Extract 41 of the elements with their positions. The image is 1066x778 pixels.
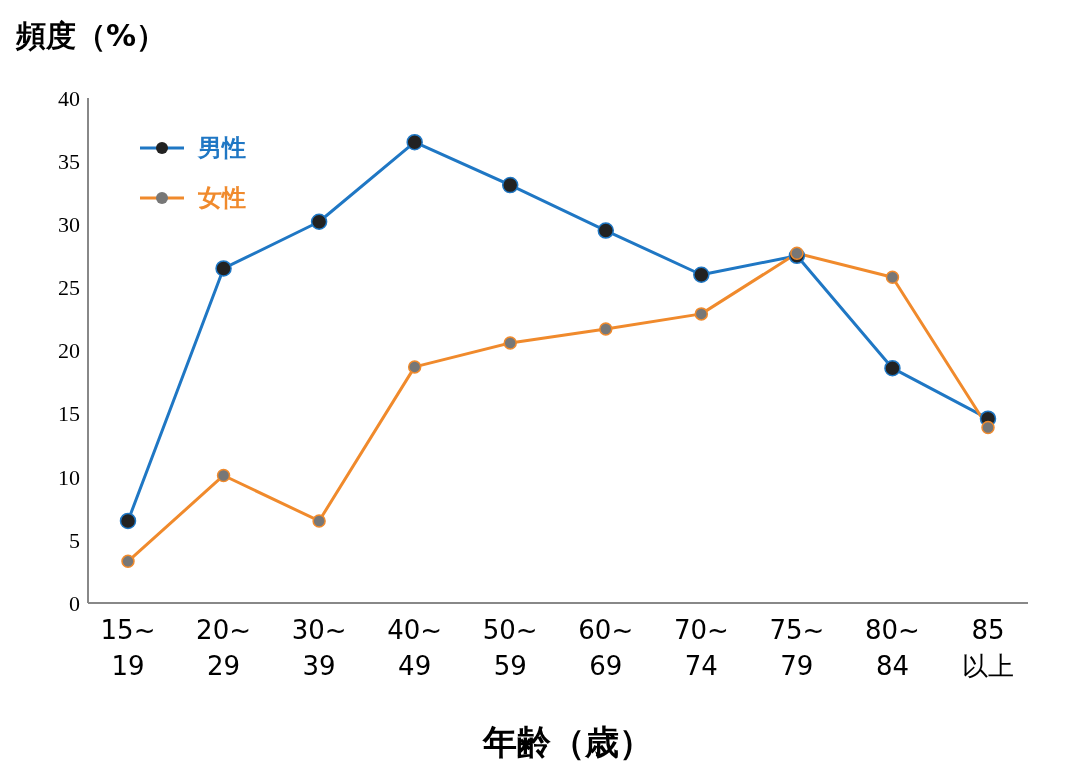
x-axis-title: 年齢（歳） (481, 721, 654, 764)
point (694, 307, 709, 321)
y-tick-label: 5 (69, 527, 80, 553)
y-tick-label: 10 (58, 464, 80, 490)
y-tick-label: 40 (58, 85, 80, 111)
x-tick-label: 85 以上 (962, 615, 1014, 681)
point (310, 213, 328, 230)
point (981, 420, 995, 435)
point (407, 360, 422, 374)
x-tick-label: 75~ 79 (769, 615, 825, 681)
legend-label: 男性 (198, 133, 246, 164)
point (121, 554, 135, 569)
x-tick-label: 15~ 19 (100, 615, 156, 681)
point (885, 270, 900, 285)
x-tick-label: 40~ 49 (387, 615, 443, 681)
x-tick-label: 30~ 39 (291, 615, 347, 681)
y-tick-label: 0 (69, 590, 80, 616)
y-tick-label: 35 (58, 148, 80, 174)
x-tick-label: 70~ 74 (673, 615, 729, 681)
y-tick-label: 25 (58, 275, 80, 301)
x-tick-label: 50~ 59 (482, 615, 538, 681)
point (693, 266, 710, 283)
point (884, 359, 901, 377)
point (312, 514, 326, 528)
x-tick-label: 80~ 84 (865, 615, 920, 681)
y-tick-label: 20 (58, 338, 80, 364)
x-tick-label: 20~ 29 (196, 615, 251, 681)
point (790, 246, 804, 261)
point (501, 176, 519, 194)
point (406, 133, 423, 151)
y-tick-label: 30 (58, 212, 80, 238)
point (597, 222, 615, 239)
point (119, 512, 137, 530)
point (215, 260, 232, 277)
point (503, 336, 517, 350)
y-axis-title: 頻度（%） (16, 17, 167, 55)
point (599, 322, 613, 336)
y-tick-label: 15 (58, 401, 80, 427)
x-tick-label: 60~ 69 (578, 615, 634, 681)
legend-label: 女性 (198, 183, 246, 214)
point (216, 468, 231, 483)
